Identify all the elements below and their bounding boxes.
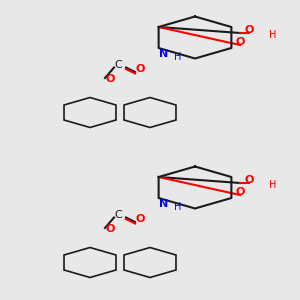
- Text: H: H: [269, 179, 277, 190]
- Text: N: N: [159, 199, 168, 209]
- Text: O: O: [135, 214, 144, 224]
- Text: O: O: [244, 25, 254, 35]
- Text: O: O: [235, 37, 245, 47]
- Text: H: H: [174, 52, 182, 62]
- Text: O: O: [244, 175, 254, 185]
- Text: O: O: [135, 64, 144, 74]
- Text: O: O: [105, 74, 114, 85]
- Text: N: N: [159, 49, 168, 59]
- Text: H: H: [269, 29, 277, 40]
- Text: O: O: [105, 224, 114, 235]
- Text: O: O: [235, 187, 245, 197]
- Text: C: C: [114, 209, 122, 220]
- Text: H: H: [174, 202, 182, 212]
- Text: C: C: [114, 59, 122, 70]
